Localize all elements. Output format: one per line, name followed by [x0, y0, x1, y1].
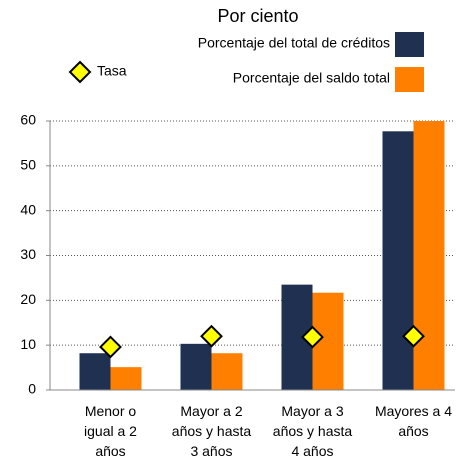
- marker: [99, 335, 122, 359]
- x-tick-label: Mayores a 4 años: [375, 403, 452, 439]
- chart-title: Por ciento: [217, 6, 298, 26]
- x-tick-line: igual a 2: [84, 423, 137, 439]
- legend-swatch: [395, 32, 424, 57]
- x-tick-label: Mayor a 3 años y hasta 4 años: [273, 403, 353, 459]
- y-tick-label: 50: [20, 157, 36, 173]
- marker: [301, 325, 324, 349]
- y-tick-label: 40: [20, 201, 36, 217]
- x-tick-line: años y hasta: [172, 423, 252, 439]
- x-tick-line: años: [95, 443, 125, 459]
- y-tick-label: 10: [20, 336, 36, 352]
- x-tick-line: 4 años: [291, 443, 333, 459]
- legend-marker: [68, 60, 92, 84]
- x-tick-line: 3 años: [190, 443, 232, 459]
- legend-swatch: [395, 67, 424, 92]
- bar: [413, 121, 445, 390]
- marker: [402, 324, 425, 348]
- bar: [180, 343, 212, 390]
- bar: [79, 353, 111, 390]
- y-tick-label: 60: [20, 112, 36, 128]
- y-tick-label: 20: [20, 291, 36, 307]
- legend-label: Porcentaje del saldo total: [233, 70, 390, 86]
- y-tick-label: 0: [28, 381, 36, 397]
- legend-label: Porcentaje del total de créditos: [198, 35, 390, 51]
- x-tick-line: Menor o: [85, 403, 137, 419]
- bar: [110, 367, 142, 390]
- marker: [200, 324, 223, 348]
- x-tick-label: Menor o igual a 2 años: [84, 403, 137, 459]
- x-tick-line: Mayores a 4: [375, 403, 452, 419]
- bar: [211, 353, 243, 390]
- legend-label: Tasa: [97, 63, 127, 79]
- bar: [382, 131, 414, 391]
- x-tick-line: años y hasta: [273, 423, 353, 439]
- x-tick-line: Mayor a 2: [180, 403, 242, 419]
- x-tick-line: Mayor a 3: [281, 403, 343, 419]
- y-tick-label: 30: [20, 246, 36, 262]
- x-tick-line: años: [398, 423, 428, 439]
- x-tick-label: Mayor a 2 años y hasta 3 años: [172, 403, 252, 459]
